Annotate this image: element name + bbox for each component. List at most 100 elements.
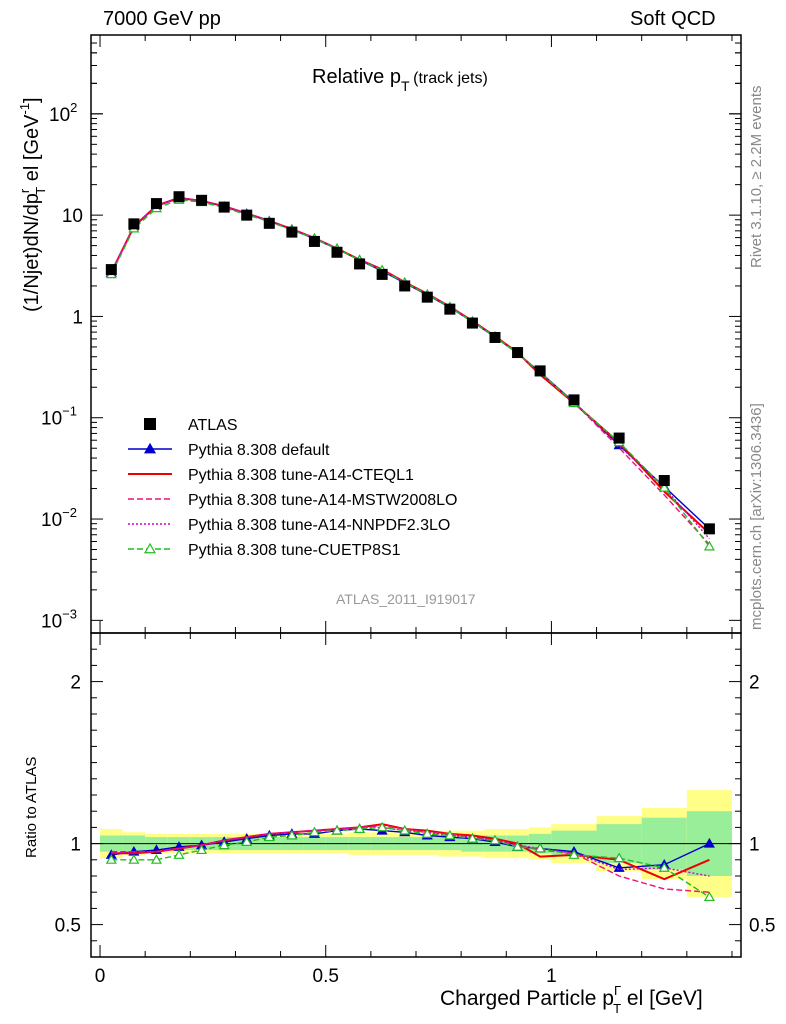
- data-point: [421, 291, 433, 303]
- legend-marker-0: [143, 442, 157, 454]
- legend-label: Pythia 8.308 tune-A14-CTEQL1: [188, 467, 414, 484]
- ratio-point-4: [354, 823, 366, 833]
- data-point: [173, 191, 185, 203]
- x-tick-label: 0: [95, 966, 106, 987]
- x-tick-label: 1: [546, 966, 557, 987]
- y-tick-label: 1: [72, 307, 83, 328]
- y-tick-label: 10−3: [41, 606, 77, 632]
- y-axis-label-sup1: r: [17, 188, 32, 193]
- y-axis-label-sub: T: [33, 187, 48, 195]
- data-point: [658, 475, 670, 487]
- plot-title-main: Relative p: [312, 66, 401, 88]
- ratio-point-4: [263, 831, 275, 842]
- ratio-point-4: [703, 891, 715, 902]
- data-point: [331, 246, 343, 258]
- ratio-y-tick-label: 2: [70, 673, 81, 694]
- ratio-point-4: [658, 862, 670, 872]
- ratio-y-tick-label: 0.5: [55, 916, 81, 937]
- ratio-y-axis-label: Ratio to ATLAS: [23, 757, 40, 858]
- ratio-point-0: [703, 837, 715, 848]
- ratio-point-4: [568, 849, 580, 859]
- plot-title-sub: T: [401, 78, 410, 94]
- y-axis-label-a: (1/Njet)dN/dp: [21, 193, 43, 312]
- ratio-line-3: [111, 826, 710, 877]
- ratio-point-4: [150, 854, 162, 864]
- data-point: [308, 235, 320, 247]
- ratio-y-tick-label-right: 0.5: [749, 916, 775, 937]
- x-axis-label-main: Charged Particle p: [440, 987, 614, 1010]
- ratio-point-4: [466, 833, 478, 843]
- y-axis-label-c: ]: [21, 97, 43, 103]
- ratio-y-tick-label-right: 1: [749, 835, 760, 856]
- legend-marker-4: [143, 542, 157, 554]
- ratio-point-4: [421, 828, 433, 838]
- ratio-point-4: [308, 826, 320, 837]
- ratio-point-4: [444, 829, 456, 840]
- ratio-point-4: [331, 824, 343, 835]
- data-point: [466, 317, 478, 329]
- legend-label: Pythia 8.308 tune-A14-NNPDF2.3LO: [188, 517, 450, 534]
- y-axis-label-b: el [GeV: [21, 114, 43, 181]
- ratio-point-4: [534, 842, 546, 853]
- ratio-point-4: [512, 841, 524, 851]
- legend: ATLAS Pythia 8.308 default Pythia 8.308 tu…: [128, 417, 457, 559]
- data-point: [489, 331, 501, 343]
- data-point: [703, 523, 715, 535]
- ratio-point-4: [376, 821, 388, 832]
- legend-marker-data: [144, 418, 156, 430]
- y-axis-label-sup2: -1: [17, 103, 32, 115]
- legend-label: Pythia 8.308 tune-A14-MSTW2008LO: [188, 492, 457, 509]
- ratio-point-4: [241, 836, 253, 846]
- x-axis-label-sub: T: [613, 1001, 621, 1016]
- ratio-point-4: [489, 834, 501, 845]
- ratio-frame: [90, 632, 742, 958]
- series-point-4: [703, 540, 715, 551]
- data-point: [376, 268, 388, 280]
- ratio-y-tick-label: 1: [70, 835, 81, 856]
- ratio-line-2: [111, 825, 710, 893]
- ratio-line-4: [111, 826, 710, 898]
- legend-label: Pythia 8.308 tune-CUETP8S1: [188, 542, 401, 559]
- data-point: [263, 217, 275, 229]
- x-tick-label: 0.5: [313, 966, 339, 987]
- y-tick-label: 10: [62, 206, 83, 227]
- legend-label: ATLAS: [188, 417, 238, 434]
- data-point: [568, 394, 580, 406]
- data-point: [613, 432, 625, 444]
- axes: 0 0.5 1 102 10 1 10−1 10−2 10−3 2 2 1 1 0.5 0.5: [41, 34, 775, 987]
- ratio-point-4: [173, 849, 185, 859]
- y-axis-label: (1/Njet)dN/dprT el [GeV-1]: [17, 97, 48, 312]
- ratio-point-4: [218, 839, 230, 850]
- header-right-label: Soft QCD: [630, 8, 716, 30]
- plot-title: Relative pT (track jets): [312, 66, 488, 94]
- series-line-3: [110, 197, 710, 540]
- ratio-point-4: [286, 829, 298, 840]
- ratio-point-4: [399, 824, 411, 835]
- ratio-y-tick-label-right: 2: [749, 673, 760, 694]
- x-axis-label-tail: el [GeV]: [621, 987, 703, 1010]
- x-axis-label: Charged Particle pΓ T el [GeV]: [440, 983, 703, 1016]
- data-point: [399, 280, 411, 292]
- data-point: [444, 303, 456, 315]
- ratio-series-lines: [105, 821, 715, 902]
- data-point: [241, 209, 253, 221]
- x-axis-label-sup: Γ: [614, 983, 621, 998]
- data-point: [354, 258, 366, 270]
- data-point: [534, 365, 546, 377]
- main-series-lines: [105, 191, 715, 551]
- data-point: [150, 198, 162, 210]
- header-left-label: 7000 GeV pp: [103, 8, 221, 30]
- watermark: ATLAS_2011_I919017: [336, 591, 476, 607]
- series-point-4: [658, 481, 670, 492]
- y-tick-label: 10−1: [41, 404, 77, 430]
- data-point: [512, 347, 524, 359]
- plot-title-extra: (track jets): [413, 70, 488, 87]
- ratio-point-4: [196, 844, 208, 855]
- legend-label: Pythia 8.308 default: [188, 442, 330, 459]
- y-tick-label: 10−2: [41, 505, 77, 531]
- y-tick-label: 102: [49, 100, 77, 126]
- ratio-point-4: [613, 852, 625, 863]
- data-point: [286, 226, 298, 238]
- data-point: [196, 194, 208, 206]
